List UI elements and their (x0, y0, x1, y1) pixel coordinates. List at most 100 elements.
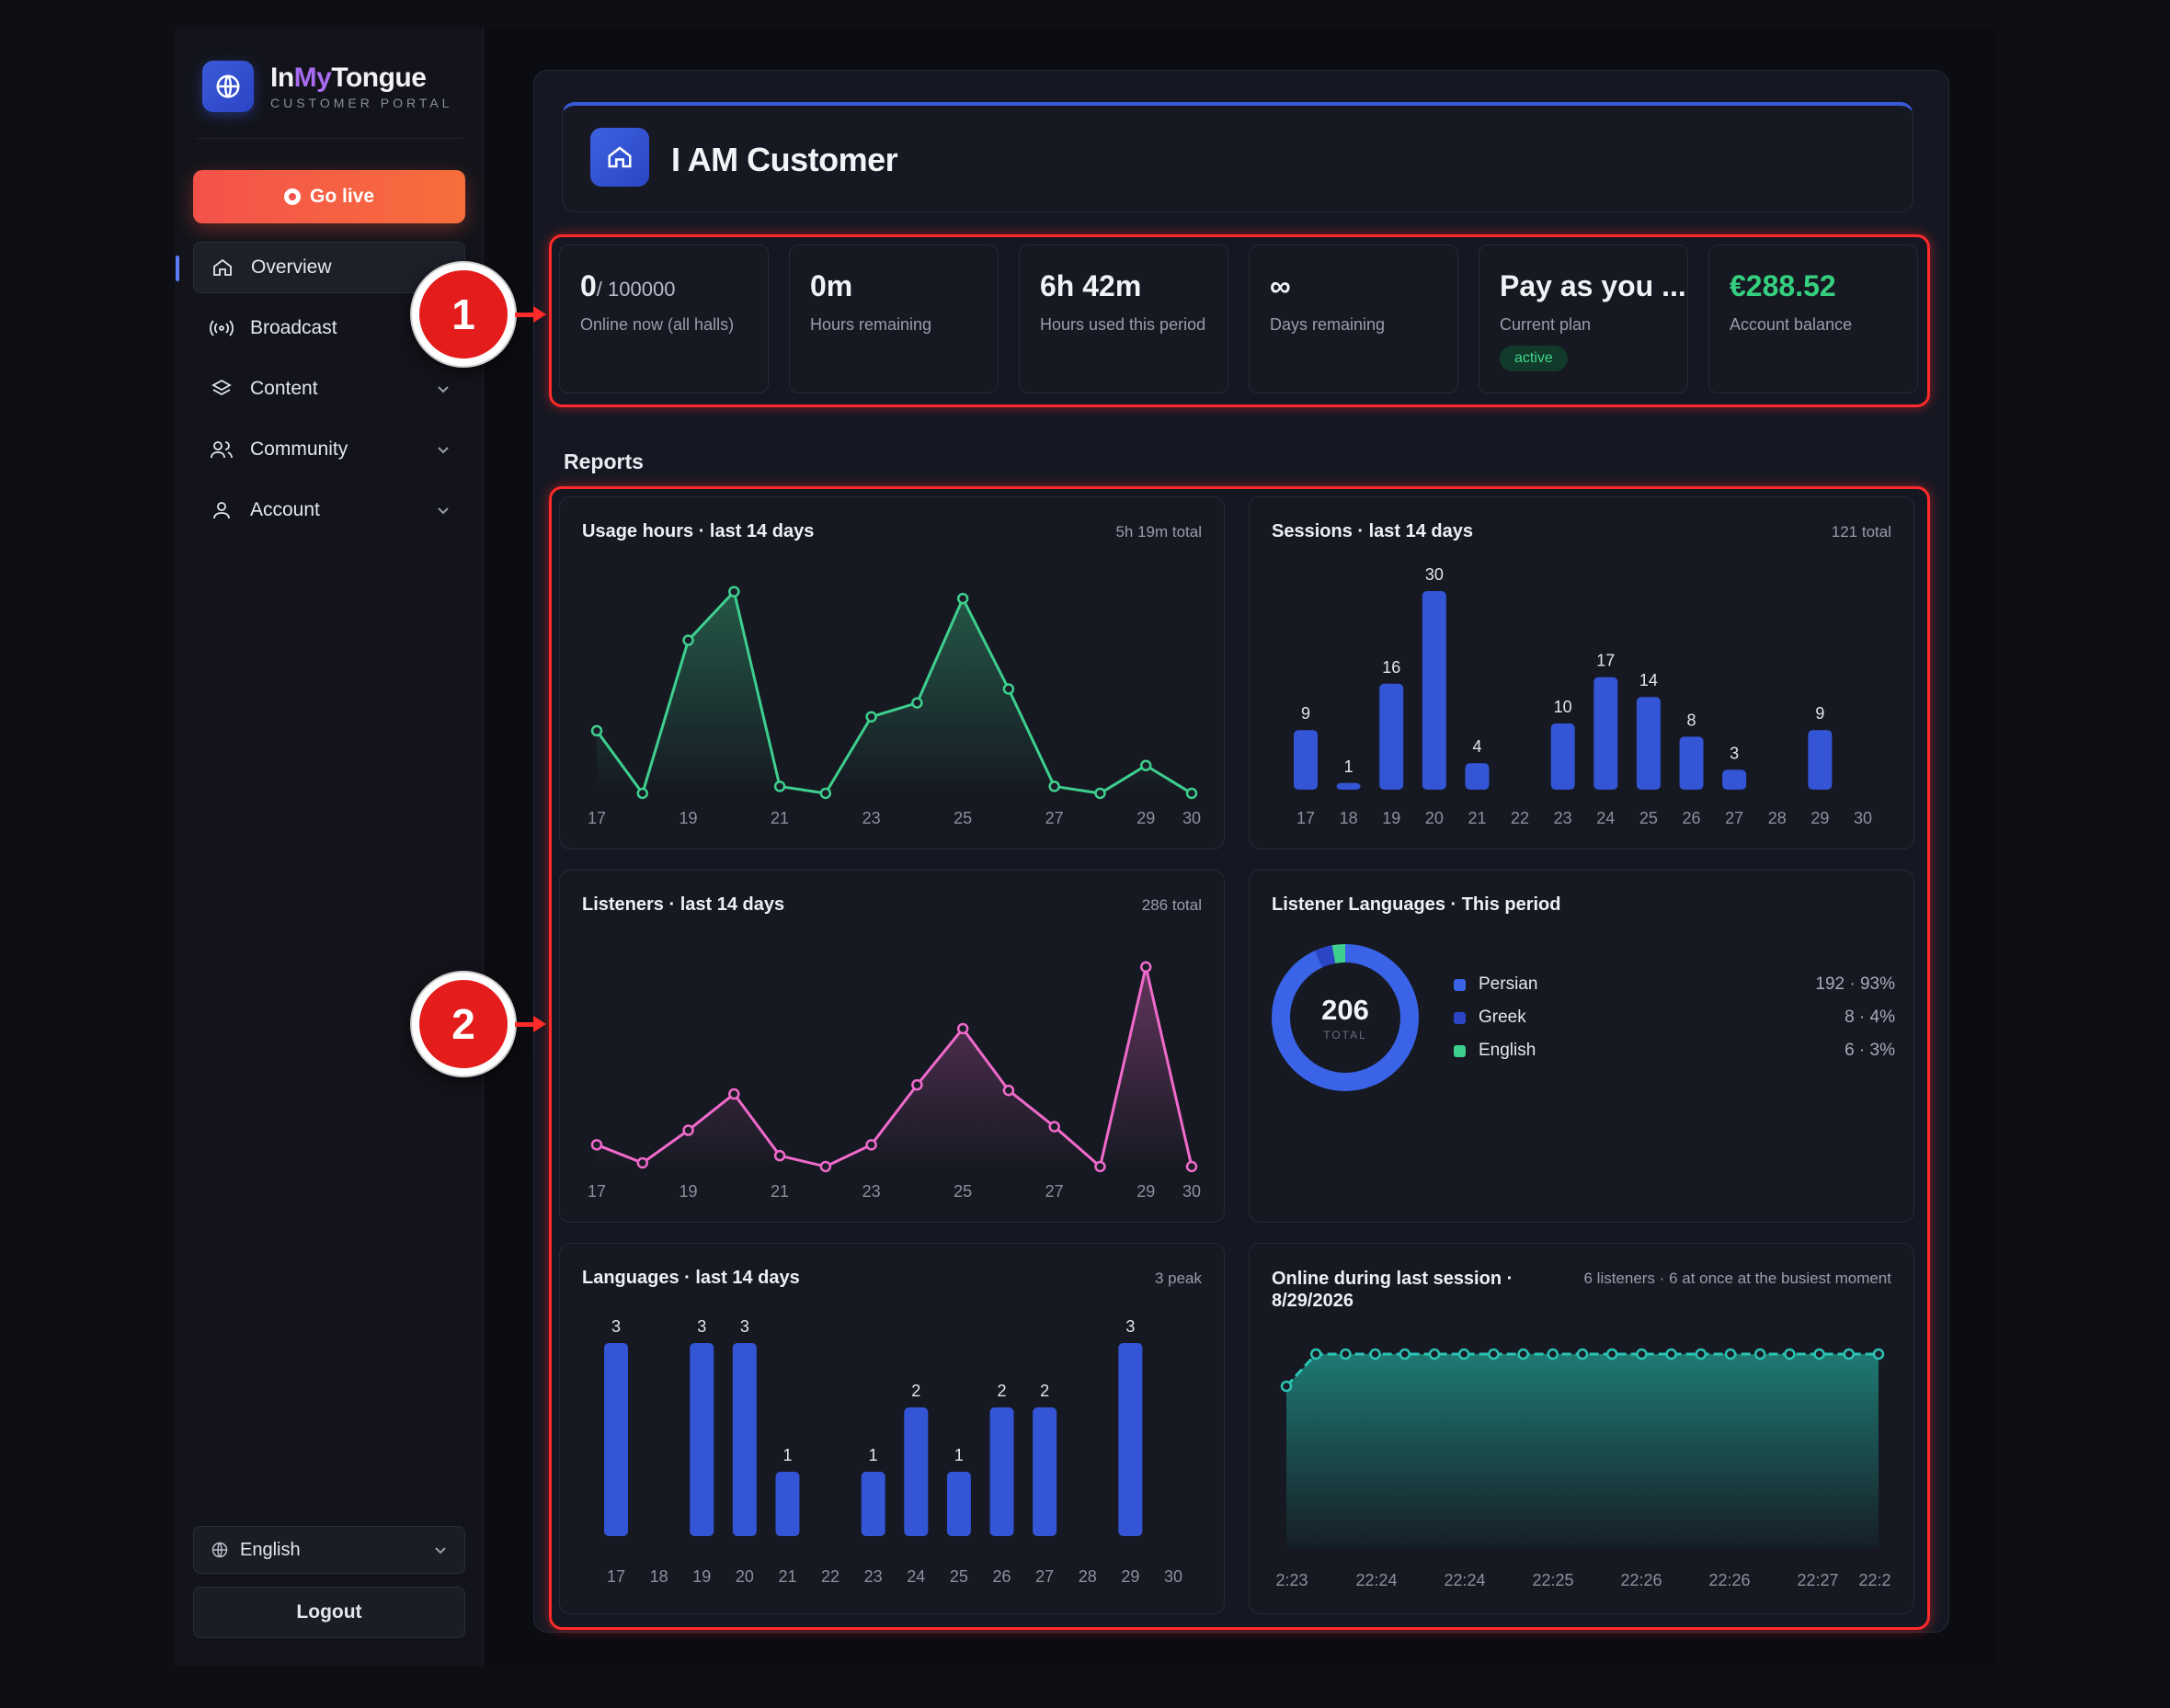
legend-item-persian: Persian 192 · 93% (1454, 968, 1895, 1001)
data-point (682, 634, 694, 646)
go-live-label: Go live (309, 186, 375, 207)
usage-chart: 17 19 21 23 25 27 29 30 (588, 586, 1201, 827)
bar (1722, 769, 1747, 790)
card-meta: 121 total (1831, 523, 1891, 541)
go-live-button[interactable]: Go live (193, 170, 465, 223)
sessions-card: Sessions · last 14 days 121 total 9 17 1 18… (1249, 496, 1914, 849)
data-point (1843, 1348, 1856, 1361)
x-tick-label: 18 (1340, 809, 1358, 827)
sidebar-item-label: Community (250, 438, 348, 460)
section-title: Reports (564, 450, 644, 473)
stat-label: Current plan (1500, 315, 1592, 334)
languages-days-card: Languages · last 14 days 3 peak 3 17 18 3 19… (559, 1243, 1225, 1614)
x-tick-label: 20 (1425, 809, 1444, 827)
chevron-down-icon (436, 440, 451, 462)
languages-legend: Persian 192 · 93% Greek 8 · 4% English 6 · … (1454, 968, 1895, 1067)
stat-current-plan: Pay as you ... Current plan active (1479, 245, 1688, 393)
data-point (1488, 1348, 1500, 1361)
sidebar-item-label: Account (250, 499, 320, 520)
x-tick-label: 27 (1045, 1182, 1064, 1201)
logout-button[interactable]: Logout (193, 1587, 465, 1638)
globe-icon (211, 1541, 229, 1559)
x-tick-label: 23 (862, 1182, 881, 1201)
stat-value: Pay as you ... (1500, 269, 1686, 302)
x-tick-label: 26 (1683, 809, 1701, 827)
data-point (1665, 1348, 1677, 1361)
stat-value: ∞ (1270, 269, 1291, 302)
data-point (1139, 961, 1152, 974)
data-point (773, 780, 786, 792)
bar (1636, 697, 1661, 790)
chevron-down-icon (436, 501, 451, 523)
data-point (1185, 787, 1198, 800)
bar-value-label: 8 (1687, 711, 1696, 729)
legend-item-english: English 6 · 3% (1454, 1034, 1895, 1067)
series-area (597, 966, 1192, 1167)
x-tick-label: 22 (821, 1567, 839, 1586)
listener-languages-card: Listener Languages · This period 206 TOT… (1249, 870, 1914, 1223)
bar-value-label: 16 (1382, 658, 1400, 677)
data-point (590, 724, 603, 737)
sidebar-item-community[interactable]: Community (193, 424, 465, 475)
x-tick-label: 19 (692, 1567, 711, 1586)
data-point (728, 586, 740, 598)
card-title: Sessions · last 14 days (1272, 521, 1474, 541)
status-badge: active (1500, 346, 1568, 371)
sidebar-item-account[interactable]: Account (193, 484, 465, 536)
sessions-chart: 9 17 1 18 16 19 30 20 4 21 22 10 23 17 24 14 25 8 26 3 27 28 9… (1294, 565, 1872, 827)
bar (1593, 677, 1618, 790)
bar-value-label: 2 (911, 1382, 920, 1400)
data-point (1399, 1348, 1411, 1361)
stat-value: 0m (810, 269, 853, 302)
x-tick-label: 17 (1296, 809, 1315, 827)
bar-value-label: 1 (782, 1446, 792, 1464)
stat-value: 6h 42m (1040, 269, 1142, 302)
x-tick-label: 22 (1511, 809, 1529, 827)
series-area (597, 591, 1192, 793)
x-tick-label: 25 (954, 809, 972, 827)
card-meta: 5h 19m total (1115, 523, 1202, 541)
x-tick-label: 24 (1596, 809, 1615, 827)
bar (732, 1343, 757, 1536)
page-title: I AM Customer (671, 141, 898, 178)
x-tick-label: 27 (1725, 809, 1743, 827)
data-point (1340, 1348, 1352, 1361)
callout-arrow (515, 306, 546, 323)
x-tick-label: 25 (954, 1182, 972, 1201)
brand-subtitle: CUSTOMER PORTAL (270, 96, 453, 110)
bar (946, 1472, 971, 1536)
data-point (682, 1124, 694, 1136)
brand[interactable]: InMyTongue CUSTOMER PORTAL (202, 61, 452, 112)
bar-value-label: 1 (869, 1446, 878, 1464)
sidebar-item-broadcast[interactable]: Broadcast (193, 302, 465, 354)
callout-1: 1 (412, 263, 515, 366)
bar (1465, 763, 1490, 790)
language-select[interactable]: English (193, 1526, 465, 1574)
bar (1550, 723, 1575, 790)
x-tick-label: 20 (736, 1567, 754, 1586)
stat-days-remaining: ∞ Days remaining (1249, 245, 1458, 393)
data-point (1139, 759, 1152, 771)
callout-2: 2 (412, 973, 515, 1076)
brand-name: InMyTongue (270, 63, 427, 93)
data-point (865, 711, 877, 723)
x-tick-label: 29 (1810, 809, 1829, 827)
data-point (1576, 1348, 1589, 1361)
data-point (1872, 1348, 1885, 1361)
bar-value-label: 17 (1596, 652, 1615, 670)
home-icon (590, 128, 649, 187)
x-tick-label: 22:27 (1797, 1571, 1838, 1589)
x-tick-label: 28 (1079, 1567, 1097, 1586)
x-tick-label: 27 (1035, 1567, 1054, 1586)
x-tick-label: 25 (950, 1567, 968, 1586)
card-title: Listener Languages · This period (1272, 894, 1561, 915)
card-title: Usage hours · last 14 days (582, 521, 815, 541)
data-point (1185, 1160, 1198, 1173)
callout-arrow (515, 1016, 546, 1032)
legend-swatch (1454, 1044, 1466, 1057)
sidebar-item-content[interactable]: Content (193, 363, 465, 415)
home-icon (211, 256, 234, 279)
x-tick-label: 17 (588, 809, 606, 827)
stat-label: Hours used this period (1040, 315, 1206, 334)
x-tick-label: 30 (1182, 809, 1201, 827)
